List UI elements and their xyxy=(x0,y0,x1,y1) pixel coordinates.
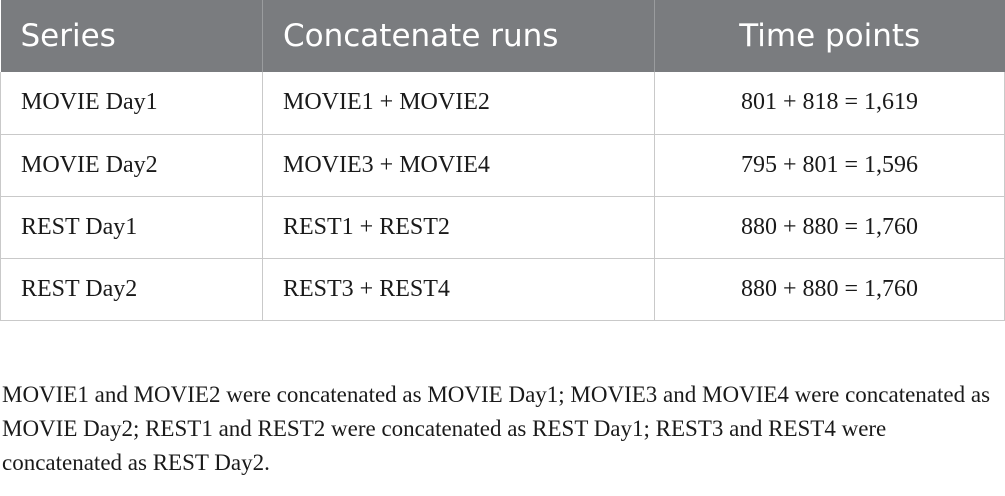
cell-series: MOVIE Day1 xyxy=(0,72,263,135)
cell-concatenate-runs: REST3 + REST4 xyxy=(262,258,655,321)
table-row: MOVIE Day1 MOVIE1 + MOVIE2 801 + 818 = 1… xyxy=(0,72,1005,135)
cell-time-points: 801 + 818 = 1,619 xyxy=(654,72,1005,135)
table-row: REST Day2 REST3 + REST4 880 + 880 = 1,76… xyxy=(0,258,1005,321)
table-row: MOVIE Day2 MOVIE3 + MOVIE4 795 + 801 = 1… xyxy=(0,134,1005,197)
table-header: Series Concatenate runs Time points xyxy=(0,0,1005,72)
column-header-time-points: Time points xyxy=(654,0,1005,72)
column-header-concatenate-runs: Concatenate runs xyxy=(262,0,655,72)
cell-time-points: 795 + 801 = 1,596 xyxy=(654,134,1005,197)
cell-series: REST Day2 xyxy=(0,258,263,321)
cell-time-points: 880 + 880 = 1,760 xyxy=(654,196,1005,259)
cell-series: MOVIE Day2 xyxy=(0,134,263,197)
column-header-series: Series xyxy=(0,0,263,72)
table-container: Series Concatenate runs Time points MOVI… xyxy=(0,0,1005,321)
table-row: REST Day1 REST1 + REST2 880 + 880 = 1,76… xyxy=(0,196,1005,259)
cell-concatenate-runs: MOVIE1 + MOVIE2 xyxy=(262,72,655,135)
header-row: Series Concatenate runs Time points xyxy=(0,0,1005,72)
cell-time-points: 880 + 880 = 1,760 xyxy=(654,258,1005,321)
cell-concatenate-runs: MOVIE3 + MOVIE4 xyxy=(262,134,655,197)
data-table: Series Concatenate runs Time points MOVI… xyxy=(0,0,1005,321)
table-footnote: MOVIE1 and MOVIE2 were concatenated as M… xyxy=(2,382,991,475)
cell-series: REST Day1 xyxy=(0,196,263,259)
table-body: MOVIE Day1 MOVIE1 + MOVIE2 801 + 818 = 1… xyxy=(0,72,1005,321)
cell-concatenate-runs: REST1 + REST2 xyxy=(262,196,655,259)
